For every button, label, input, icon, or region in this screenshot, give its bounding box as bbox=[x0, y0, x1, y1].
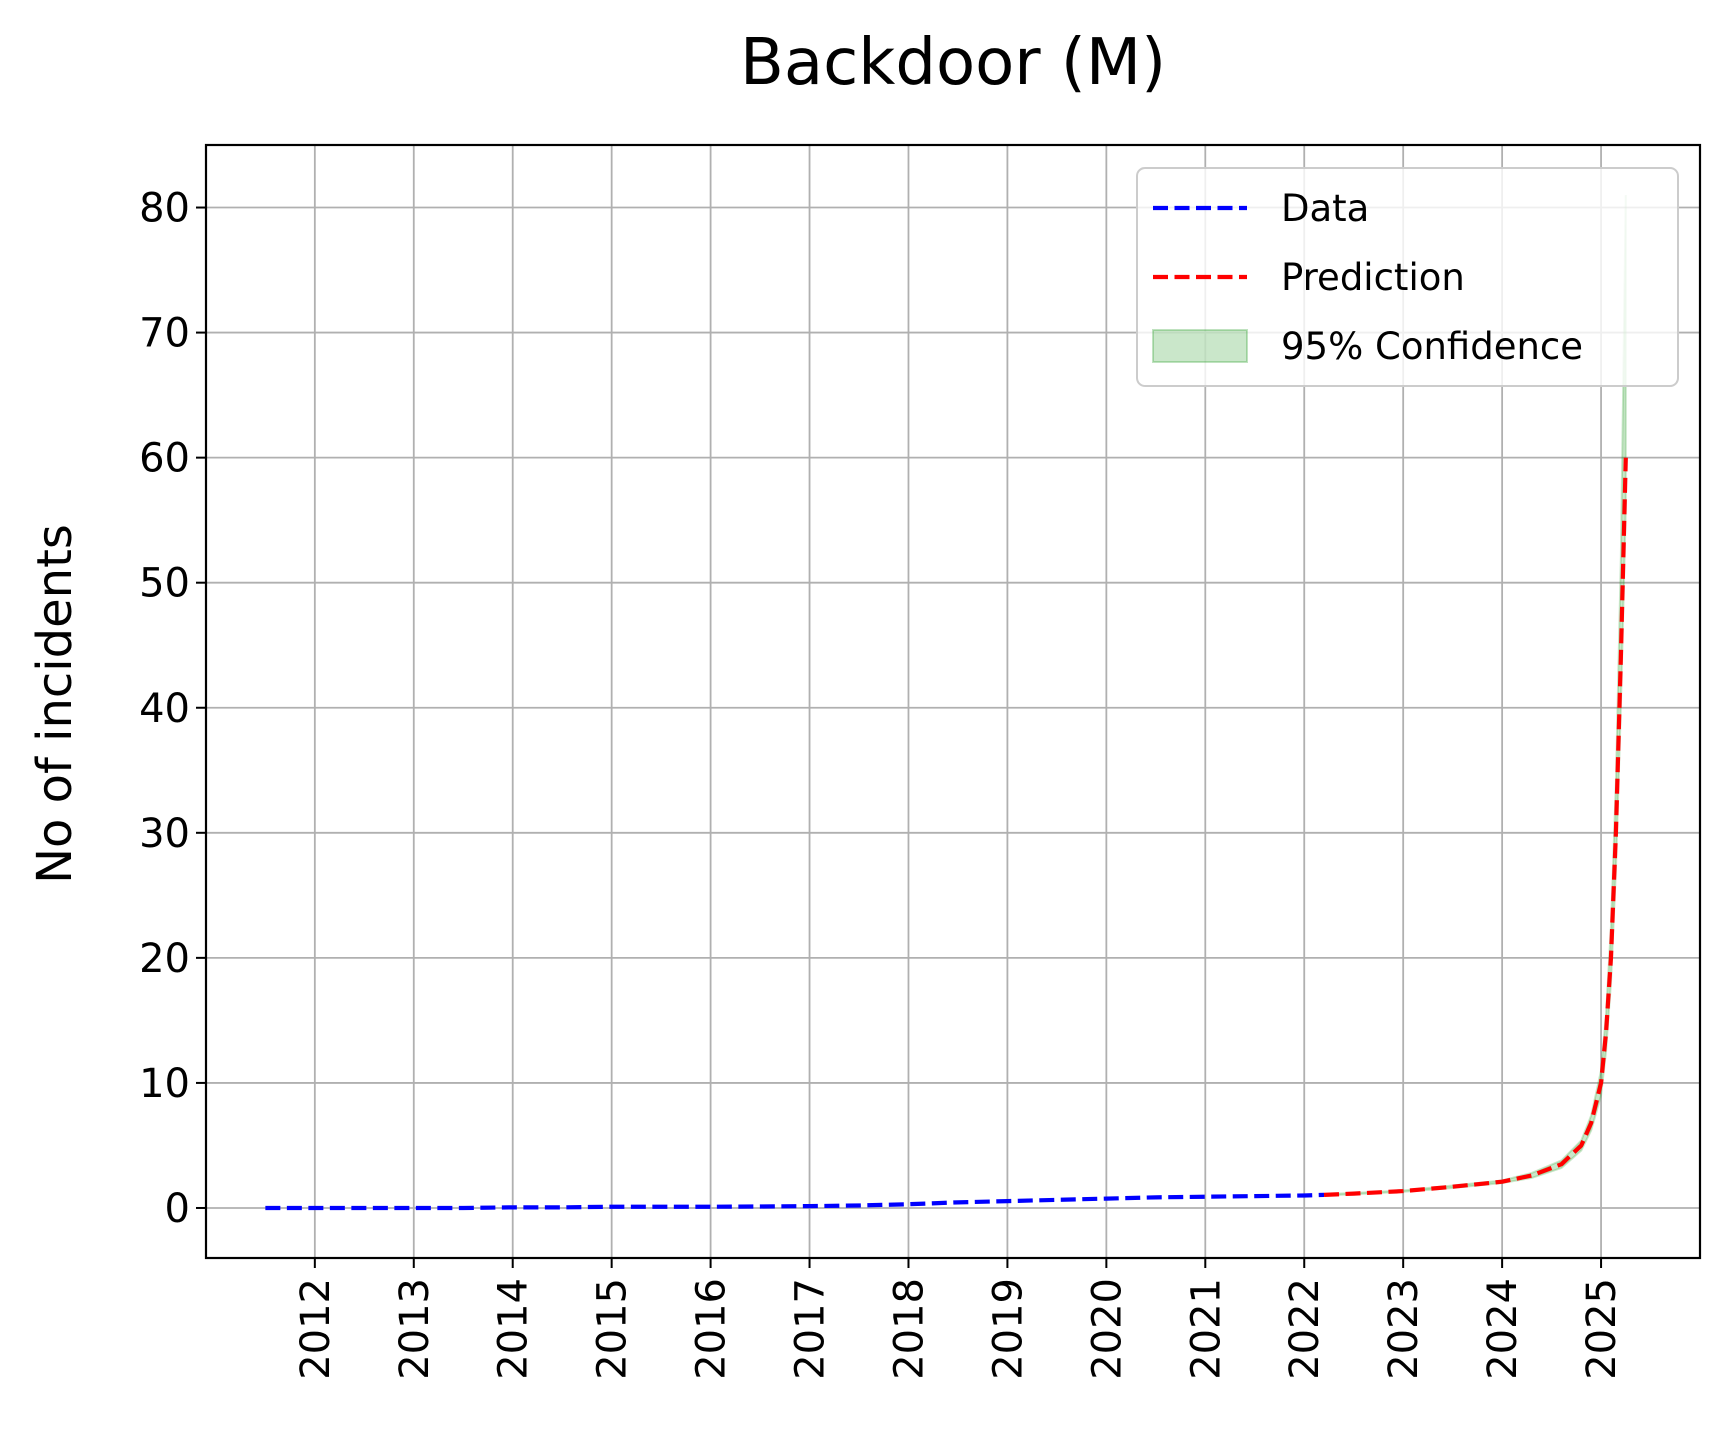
y-tick-label: 80 bbox=[139, 186, 190, 232]
x-tick-label: 2016 bbox=[689, 1278, 735, 1380]
x-tick-label: 2019 bbox=[985, 1278, 1031, 1380]
x-tick-label: 2013 bbox=[392, 1278, 438, 1380]
x-tick-label: 2022 bbox=[1282, 1278, 1328, 1380]
x-tick-label: 2020 bbox=[1084, 1278, 1130, 1380]
y-axis-label: No of incidents bbox=[27, 524, 83, 884]
grid-lines bbox=[206, 145, 1700, 1258]
y-tick-label: 60 bbox=[139, 436, 190, 482]
y-tick-label: 50 bbox=[139, 561, 190, 607]
legend-box bbox=[1136, 167, 1679, 387]
series-line-prediction bbox=[1323, 457, 1628, 1197]
x-tick-label: 2023 bbox=[1381, 1278, 1427, 1380]
legend-label: Data bbox=[1281, 187, 1369, 230]
x-axis-ticks: 2012 2013 2014 2015 2016 2017 2018 2019 2020 2021… bbox=[293, 1258, 1625, 1380]
y-tick-label: 30 bbox=[139, 811, 190, 857]
legend-label: 95% Confidence bbox=[1281, 325, 1583, 368]
series-line-data bbox=[265, 1192, 1325, 1211]
y-tick-label: 70 bbox=[139, 311, 190, 357]
y-tick-label: 40 bbox=[139, 686, 190, 732]
y-tick-label: 10 bbox=[139, 1061, 190, 1107]
chart-title: Backdoor (M) bbox=[740, 26, 1166, 100]
x-tick-label: 2012 bbox=[293, 1278, 339, 1380]
x-tick-label: 2021 bbox=[1183, 1278, 1229, 1380]
plot-area bbox=[265, 195, 1628, 1211]
x-tick-label: 2014 bbox=[491, 1278, 537, 1380]
y-axis-ticks: 0 10 20 30 40 50 60 70 80 bbox=[139, 186, 206, 1232]
x-tick-label: 2024 bbox=[1480, 1278, 1526, 1380]
legend-swatch-confidence bbox=[1152, 329, 1248, 363]
x-tick-label: 2015 bbox=[590, 1278, 636, 1380]
legend: Data Prediction 95% Confidence bbox=[1136, 167, 1679, 387]
x-tick-label: 2017 bbox=[788, 1278, 834, 1380]
legend-label: Prediction bbox=[1281, 256, 1465, 299]
x-tick-label: 2018 bbox=[886, 1278, 932, 1380]
axes-frame bbox=[204, 143, 1702, 1260]
y-tick-label: 0 bbox=[165, 1186, 190, 1232]
y-tick-label: 20 bbox=[139, 936, 190, 982]
x-tick-label: 2025 bbox=[1579, 1278, 1625, 1380]
